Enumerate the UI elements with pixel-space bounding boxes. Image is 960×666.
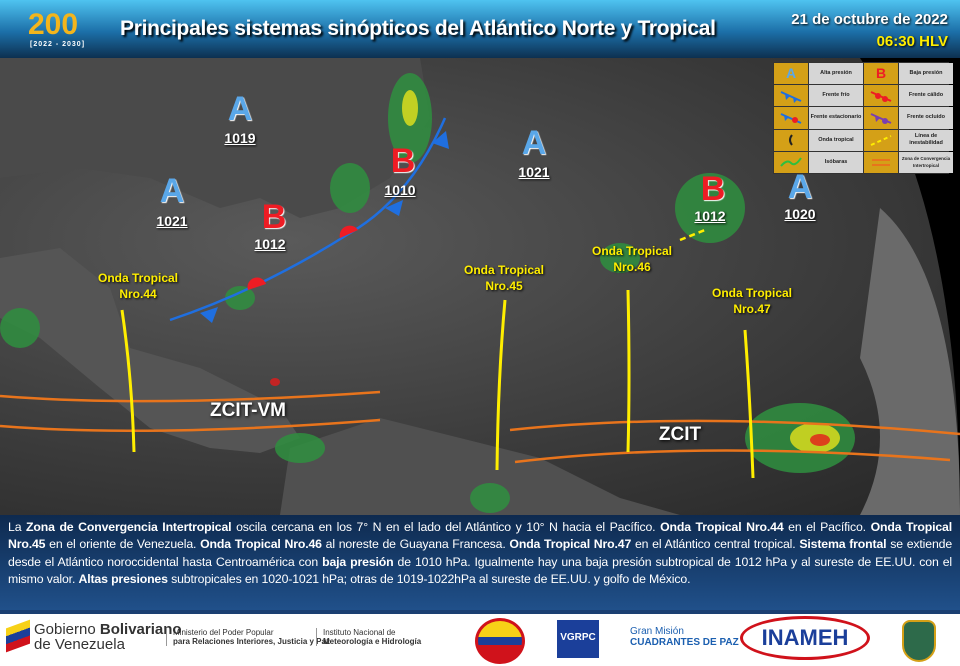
low-pressure-marker: B xyxy=(700,170,726,208)
low-pressure-marker: B xyxy=(390,142,416,180)
zcit-icon xyxy=(864,151,898,173)
occluded-front-icon xyxy=(864,107,898,129)
map-legend: A Alta presión B Baja presión Frente frí… xyxy=(773,62,953,174)
inameh-logo: INAMEH xyxy=(740,616,870,660)
legend-label: Onda tropical xyxy=(809,129,863,151)
ministry-seal-logo xyxy=(475,618,525,664)
instability-line xyxy=(679,228,706,242)
tropical-wave-label-45: Onda Tropical Nro.45 xyxy=(463,263,545,293)
land-south-america xyxy=(280,418,680,515)
vgrpc-logo: VGRPC xyxy=(557,620,599,658)
highlight-text: Onda Tropical Nro.46 xyxy=(200,537,322,552)
zcit-vm-label: ZCIT-VM xyxy=(210,400,286,421)
gobierno-logo: Gobierno Bolivariano de Venezuela xyxy=(34,621,182,653)
tropical-wave-label-44: Onda Tropical Nro.44 xyxy=(97,271,179,301)
page-title: Principales sistemas sinópticos del Atlá… xyxy=(120,17,716,40)
synoptic-description: La Zona de Convergencia Intertropical os… xyxy=(0,515,960,610)
description-text: subtropicales en 1020-1021 hPa; otras de… xyxy=(167,571,691,586)
description-text: en el Pacífico. xyxy=(783,520,871,534)
warm-front-semicircles xyxy=(247,225,358,290)
cold-front-triangles xyxy=(200,131,449,323)
zcit-label: ZCIT xyxy=(658,424,702,445)
highlight-text: Onda Tropical Nro.47 xyxy=(509,537,632,552)
legend-label: Alta presión xyxy=(809,63,863,85)
high-pressure-marker: A xyxy=(521,124,547,162)
police-shield-logo xyxy=(902,620,936,662)
legend-label: Línea de inestabilidad xyxy=(899,129,953,151)
highlight-text: Zona de Convergencia Intertropical xyxy=(26,520,232,534)
ministry-logo: Ministerio del Poder Popular para Relacio… xyxy=(166,628,330,646)
footer-logos: Gobierno Bolivariano de Venezuela Ministe… xyxy=(0,610,960,666)
cold-front-icon xyxy=(774,85,808,107)
description-text: al noreste de Guayana Francesa. xyxy=(321,537,510,552)
stationary-front-icon xyxy=(774,107,808,129)
legend-label: Frente frío xyxy=(809,85,863,107)
pressure-value: 1021 xyxy=(156,213,188,229)
description-text: se extiende desde el Atlántico noroccide… xyxy=(8,537,953,569)
legend-label: Isóbaras xyxy=(809,151,863,173)
description-text: La xyxy=(8,520,27,534)
legend-low-symbol: B xyxy=(864,63,898,85)
instability-line-icon xyxy=(864,129,898,151)
land-north-america xyxy=(0,58,430,218)
map-overlay xyxy=(0,58,960,515)
highlight-text: Sistema frontal xyxy=(799,537,887,552)
land-africa xyxy=(860,208,960,515)
pressure-value: 1012 xyxy=(694,208,726,224)
pressure-value: 1021 xyxy=(518,164,550,180)
gran-mision-logo: Gran Misión CUADRANTES DE PAZ xyxy=(630,626,739,648)
venezuela-flag-icon xyxy=(6,619,30,653)
isobar-icon xyxy=(774,151,808,173)
highlight-text: Altas presiones xyxy=(78,571,168,586)
institute-text: Instituto Nacional de Meteorología e Hidr… xyxy=(316,628,421,646)
land-central-america xyxy=(0,248,300,453)
zcit-lines xyxy=(0,390,960,464)
high-pressure-marker: A xyxy=(159,172,185,210)
highlight-text: Onda Tropical Nro.45 xyxy=(8,520,953,552)
legend-label: Baja presión xyxy=(899,63,953,85)
warm-front-icon xyxy=(864,85,898,107)
highlight-text: baja presión xyxy=(322,554,394,569)
tropical-wave-icon xyxy=(774,129,808,151)
legend-label: Zona de Convergencia Intertropical xyxy=(899,151,953,173)
description-text: oscila cercana en los 7° N en el lado de… xyxy=(231,520,661,534)
legend-label: Frente ocluido xyxy=(899,107,953,129)
legend-high-symbol: A xyxy=(774,63,808,85)
header: 200 [2022 - 2030] Principales sistemas si… xyxy=(0,0,960,58)
bicentennial-logo: 200 [2022 - 2030] xyxy=(28,8,86,48)
legend-label: Frente cálido xyxy=(899,85,953,107)
high-pressure-marker: A xyxy=(787,168,813,206)
description-text: en el oriente de Venezuela. xyxy=(45,537,201,552)
tropical-wave-lines xyxy=(120,289,755,479)
tropical-wave-label-46: Onda Tropical Nro.46 xyxy=(591,244,673,274)
low-pressure-marker: B xyxy=(261,198,287,236)
tropical-wave-label-47: Onda Tropical Nro.47 xyxy=(711,286,793,316)
description-text: de 1010 hPa. Igualmente hay una baja pre… xyxy=(8,554,952,586)
pressure-value: 1020 xyxy=(784,206,816,222)
pressure-value: 1010 xyxy=(384,182,416,198)
time: 06:30 HLV xyxy=(876,33,948,50)
highlight-text: Onda Tropical Nro.44 xyxy=(660,520,784,534)
pressure-value: 1019 xyxy=(224,130,256,146)
description-text: en el Atlántico central tropical. xyxy=(631,537,800,552)
pressure-value: 1012 xyxy=(254,236,286,252)
high-pressure-marker: A xyxy=(227,90,253,128)
date: 21 de octubre de 2022 xyxy=(791,11,948,28)
legend-label: Frente estacionario xyxy=(809,107,863,129)
